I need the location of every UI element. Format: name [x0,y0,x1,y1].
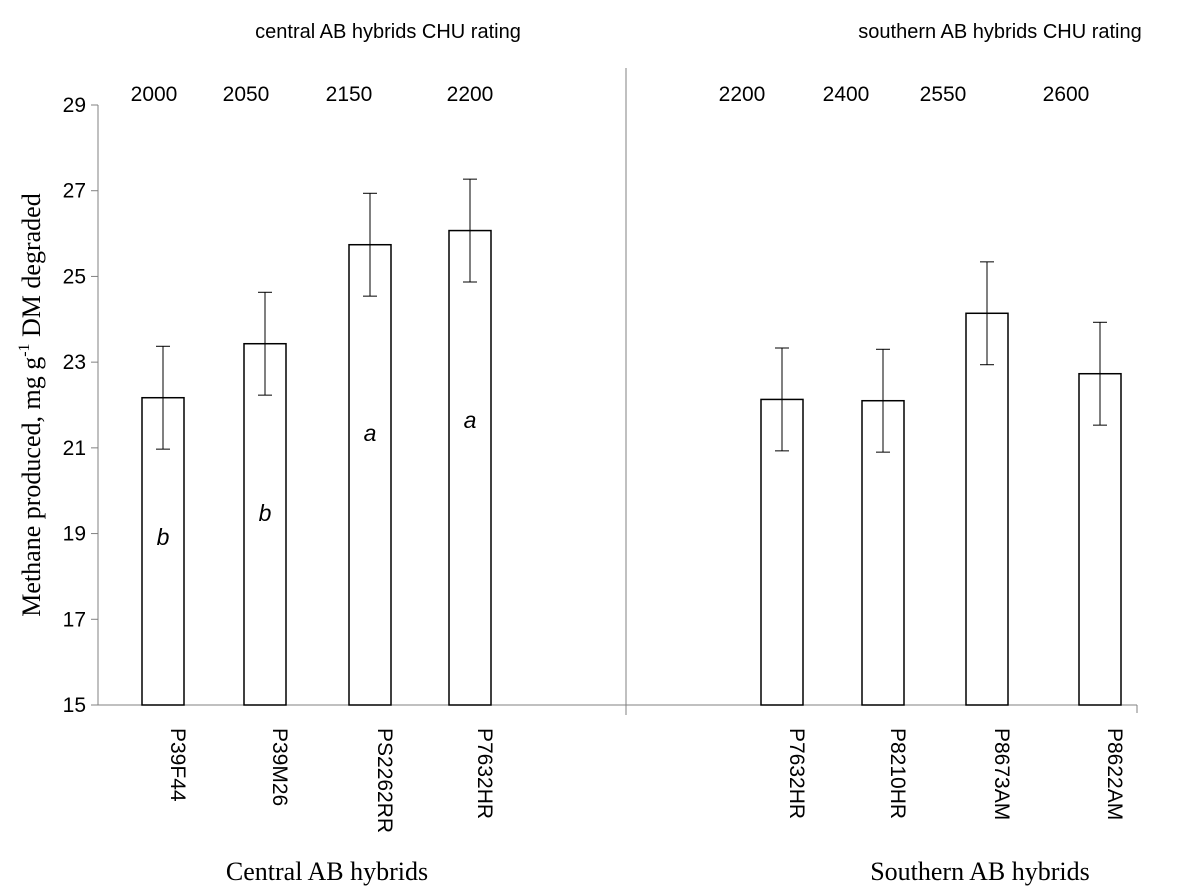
y-axis-label-main: Methane produced, mg g [17,357,46,617]
chu-rating-title: southern AB hybrids CHU rating [858,21,1141,43]
bars [141,178,1122,706]
chu-value: 2200 [719,83,766,106]
significance-letter: a [364,420,377,446]
y-tick-label: 21 [63,437,86,460]
category-label: P39M26 [268,728,291,806]
y-tick-label: 17 [63,608,86,631]
category-label: P7632HR [785,728,808,819]
chu-value: 2150 [326,83,373,106]
significance-letter: b [259,500,272,526]
chu-value: 2050 [223,83,270,106]
category-label: P8673AM [990,728,1013,820]
y-tick-label: 29 [63,94,86,117]
bar [448,229,492,706]
y-tick-label: 27 [63,180,86,203]
labels: 15 17 19 21 23 25 27 29 central AB hybrids CHU r… [63,21,1142,886]
y-tick-label: 23 [63,351,86,374]
chu-value: 2000 [131,83,178,106]
chu-value: 2550 [920,83,967,106]
category-label: P8622AM [1103,728,1126,820]
category-label: PS2262RR [373,728,396,833]
chu-value: 2600 [1043,83,1090,106]
group-label: Central AB hybrids [226,857,428,886]
group-label: Southern AB hybrids [870,857,1090,886]
y-axis-label: Methane produced, mg g-1 DM degraded [16,193,46,616]
bar [1078,372,1122,706]
category-label: P8210HR [886,728,909,819]
y-tick-label: 15 [63,694,86,717]
bar [965,312,1009,706]
category-label: P7632HR [473,728,496,819]
bar [348,243,392,706]
y-tick-label: 25 [63,265,86,288]
significance-letter: a [464,407,477,433]
bar [243,342,287,706]
category-label: P39F44 [166,728,189,802]
y-tick-label: 19 [63,523,86,546]
significance-letter: b [157,524,170,550]
y-axis-label-sup: -1 [16,343,33,356]
chu-rating-title: central AB hybrids CHU rating [255,21,521,43]
y-axis-label-suffix: DM degraded [17,193,46,343]
chu-value: 2200 [447,83,494,106]
chu-value: 2400 [823,83,870,106]
